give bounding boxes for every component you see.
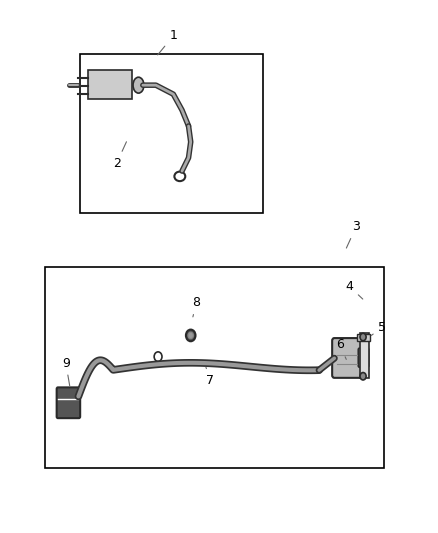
FancyBboxPatch shape	[88, 70, 132, 100]
Ellipse shape	[186, 329, 195, 341]
Bar	[80, 54, 262, 214]
Text: 9: 9	[62, 357, 70, 386]
FancyBboxPatch shape	[332, 338, 362, 378]
Text: 7: 7	[206, 367, 214, 387]
Text: 5: 5	[371, 321, 386, 335]
Ellipse shape	[133, 77, 144, 93]
Text: 8: 8	[192, 296, 200, 317]
Ellipse shape	[188, 332, 193, 338]
Text: 3: 3	[346, 220, 360, 248]
Text: 6: 6	[336, 338, 346, 359]
Circle shape	[360, 333, 366, 341]
FancyBboxPatch shape	[357, 334, 370, 341]
FancyBboxPatch shape	[358, 348, 369, 367]
Text: 1: 1	[158, 29, 177, 55]
Text: 4: 4	[346, 280, 363, 299]
Bar	[45, 266, 385, 468]
Text: 2: 2	[113, 142, 127, 169]
FancyBboxPatch shape	[360, 333, 369, 378]
FancyBboxPatch shape	[57, 387, 80, 418]
Circle shape	[360, 373, 366, 380]
Ellipse shape	[174, 172, 185, 181]
